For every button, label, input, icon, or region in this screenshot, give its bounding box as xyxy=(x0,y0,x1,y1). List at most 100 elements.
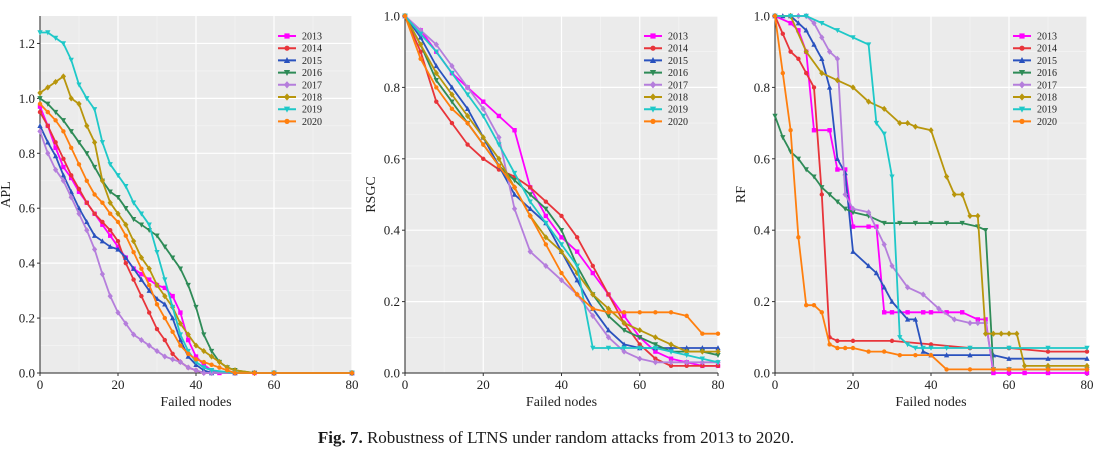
data-point-2013 xyxy=(543,213,549,219)
legend-marker-2013 xyxy=(1019,33,1025,39)
figure-caption: Fig. 7. Robustness of LTNS under random … xyxy=(0,428,1112,448)
legend-marker-2020 xyxy=(284,118,290,124)
data-point-2017 xyxy=(904,284,911,291)
data-point-2017 xyxy=(865,209,872,216)
data-point-2015 xyxy=(123,254,129,260)
data-point-2020 xyxy=(668,310,674,315)
data-point-2013 xyxy=(201,362,206,367)
legend-label-2020: 2020 xyxy=(668,117,688,128)
data-point-2016 xyxy=(123,206,129,212)
legend-marker-2014 xyxy=(284,45,290,51)
legend-label-2013: 2013 xyxy=(1037,32,1057,43)
data-point-2020 xyxy=(1084,367,1090,372)
data-point-2016 xyxy=(842,206,848,212)
data-point-2020 xyxy=(559,270,564,276)
legend-label-2019: 2019 xyxy=(302,105,322,116)
data-point-2020 xyxy=(131,249,136,255)
data-point-2019 xyxy=(803,13,809,19)
legend-label-2017: 2017 xyxy=(668,80,688,91)
legend-marker-2017 xyxy=(283,81,291,89)
legend-label-2014: 2014 xyxy=(668,44,688,55)
data-point-2019 xyxy=(574,263,580,269)
data-point-2013 xyxy=(621,313,627,319)
data-point-2018 xyxy=(912,123,919,130)
data-point-2017 xyxy=(185,364,191,371)
data-point-2018 xyxy=(1084,362,1090,369)
data-point-2019 xyxy=(873,120,880,126)
legend-marker-2019 xyxy=(1018,106,1026,113)
x-tick-label: 60 xyxy=(1003,377,1016,392)
data-point-2014 xyxy=(804,70,809,76)
data-point-2015 xyxy=(169,315,176,321)
data-point-2013 xyxy=(574,249,580,254)
data-point-2018 xyxy=(715,348,721,355)
data-point-2018 xyxy=(123,221,129,228)
data-point-2020 xyxy=(606,310,611,315)
data-point-2016 xyxy=(543,206,549,212)
data-point-2014 xyxy=(37,109,43,115)
data-point-2017 xyxy=(84,227,90,234)
data-point-2016 xyxy=(208,348,215,354)
data-point-2014 xyxy=(528,185,533,190)
data-point-2018 xyxy=(193,342,199,349)
data-point-2020 xyxy=(209,362,214,367)
data-point-2019 xyxy=(865,42,872,48)
data-point-2020 xyxy=(780,70,785,76)
data-point-2014 xyxy=(780,31,785,37)
legend-marker-2017 xyxy=(649,81,657,89)
data-point-2015 xyxy=(511,191,518,197)
data-point-2014 xyxy=(45,123,50,129)
data-point-2015 xyxy=(605,327,612,333)
data-point-2019 xyxy=(881,131,887,137)
data-point-2018 xyxy=(834,77,841,84)
data-point-2017 xyxy=(37,128,43,135)
x-tick-label: 20 xyxy=(112,377,125,392)
data-point-2014 xyxy=(147,310,152,315)
data-point-2018 xyxy=(850,84,856,91)
data-point-2018 xyxy=(967,212,973,219)
data-point-2020 xyxy=(69,145,74,151)
data-point-2015 xyxy=(464,105,471,112)
data-point-2016 xyxy=(68,129,74,135)
series-line-2015 xyxy=(39,125,352,374)
y-tick-label: 0.2 xyxy=(19,311,35,326)
data-point-2014 xyxy=(928,342,934,347)
data-point-2016 xyxy=(982,228,989,234)
data-point-2017 xyxy=(201,369,207,377)
data-point-2018 xyxy=(45,84,51,91)
data-point-2013 xyxy=(76,189,82,194)
data-point-2018 xyxy=(480,134,486,141)
data-point-2013 xyxy=(590,270,595,276)
legend-marker-2018 xyxy=(1018,93,1026,101)
data-point-2014 xyxy=(434,99,439,104)
data-point-2016 xyxy=(928,220,934,226)
data-point-2016 xyxy=(772,113,778,119)
legend-marker-2013 xyxy=(284,33,290,39)
data-point-2015 xyxy=(185,353,191,359)
x-tick-label: 20 xyxy=(477,377,490,392)
data-point-2020 xyxy=(788,128,793,133)
data-point-2016 xyxy=(115,195,121,201)
data-point-2019 xyxy=(850,35,856,41)
data-point-2019 xyxy=(169,304,176,310)
data-point-2020 xyxy=(186,351,191,356)
data-point-2015 xyxy=(177,337,184,343)
data-point-2015 xyxy=(52,153,59,159)
caption-text: Robustness of LTNS under random attacks … xyxy=(366,428,795,447)
data-point-2017 xyxy=(668,359,674,366)
data-point-2019 xyxy=(511,170,518,176)
data-point-2013 xyxy=(1084,370,1090,376)
data-point-2016 xyxy=(193,304,199,310)
data-point-2014 xyxy=(76,186,82,192)
data-point-2016 xyxy=(37,96,43,102)
data-point-2020 xyxy=(76,162,82,167)
data-point-2020 xyxy=(225,368,230,373)
data-point-2013 xyxy=(1006,370,1012,376)
data-point-2014 xyxy=(653,356,658,361)
data-point-2017 xyxy=(543,262,549,269)
data-point-2017 xyxy=(449,62,455,70)
data-point-2017 xyxy=(68,194,74,201)
